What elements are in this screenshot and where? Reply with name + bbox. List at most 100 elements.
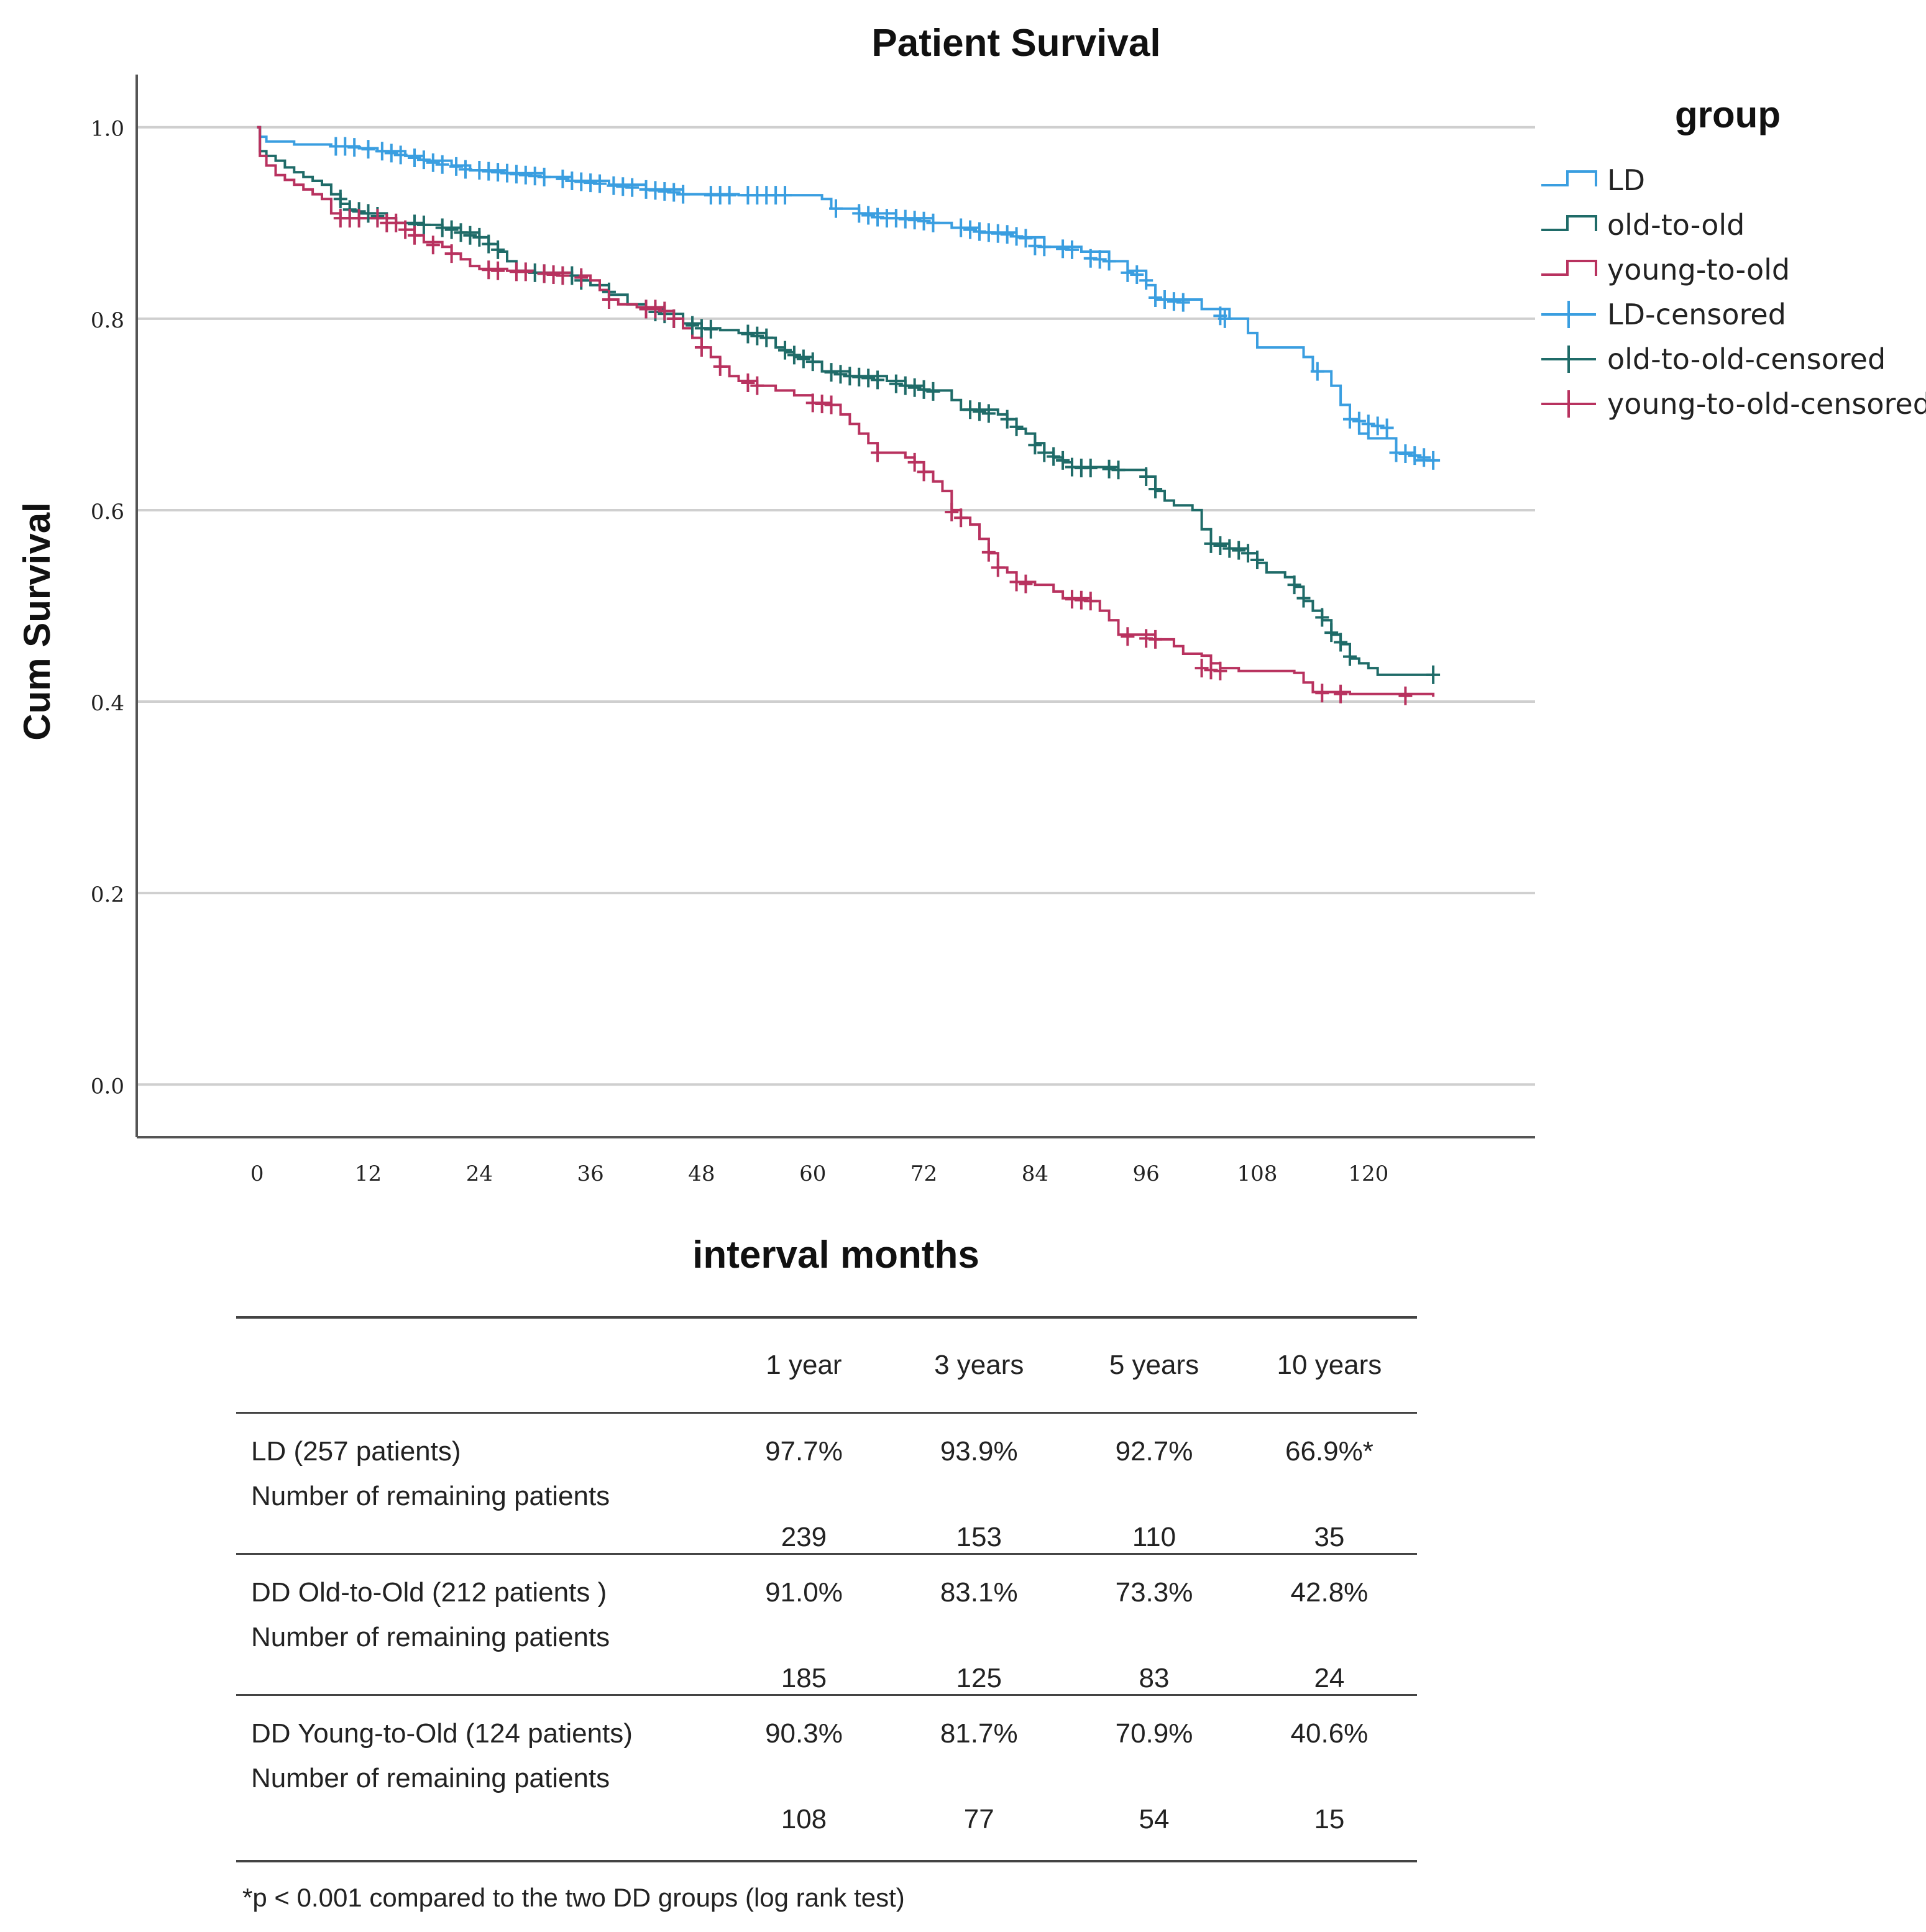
censor-mark-old-to-old: [1149, 480, 1163, 499]
censor-mark-old-to-old: [787, 346, 801, 365]
x-tick-labels: 0 12 24 36 48 60 72 84 96 108 120: [250, 1161, 1388, 1186]
y-tick-labels: 0.0 0.2 0.4 0.6 0.8 1.0: [91, 117, 124, 1099]
censor-marks: [329, 137, 1441, 705]
censor-mark-LD: [1361, 414, 1375, 434]
censor-mark-old-to-old: [963, 400, 978, 419]
x-tick-label: 120: [1348, 1161, 1388, 1186]
censor-mark-LD: [963, 220, 978, 239]
censor-mark-LD: [361, 140, 375, 159]
remaining-count: 185: [781, 1663, 827, 1693]
legend-label: old-to-old-censored: [1607, 342, 1886, 376]
survival-value: 81.7%: [940, 1718, 1018, 1749]
censor-mark-old-to-old: [1287, 575, 1301, 595]
legend-swatch: [1541, 346, 1596, 373]
table-row: LD (257 patients) 97.7% 93.9% 92.7% 66.9…: [236, 1412, 1417, 1468]
table-header-cell: 3 years: [934, 1350, 1024, 1380]
censor-mark-young-to-old: [917, 462, 931, 482]
x-tick-label: 36: [577, 1161, 603, 1186]
censor-mark-young-to-old: [741, 373, 755, 393]
table-header-row: 1 year 3 years 5 years 10 years: [236, 1317, 1417, 1413]
censor-mark-old-to-old: [482, 234, 496, 254]
censor-mark-young-to-old: [398, 220, 413, 239]
chart-title: Patient Survival: [871, 22, 1160, 65]
censor-mark-young-to-old: [444, 244, 459, 263]
censor-mark-old-to-old: [917, 380, 931, 399]
censor-mark-LD: [1121, 263, 1135, 282]
legend-swatch: [1541, 215, 1597, 231]
censor-mark-LD: [917, 211, 931, 231]
axes: [135, 75, 1535, 1138]
censor-mark-old-to-old: [1241, 544, 1255, 563]
censor-mark-young-to-old: [574, 268, 589, 287]
censor-mark-LD: [1093, 250, 1107, 269]
censor-mark-old-to-old: [1250, 551, 1264, 570]
censor-mark-LD: [1218, 309, 1232, 328]
survival-value: 93.9%: [940, 1436, 1018, 1467]
censor-mark-old-to-old: [1334, 633, 1348, 652]
table-header-cell: 1 year: [766, 1350, 842, 1380]
censor-mark-old-to-old: [463, 226, 477, 245]
legend-swatch: [1541, 170, 1597, 186]
censor-mark-old-to-old: [472, 227, 487, 247]
survival-value: 40.6%: [1290, 1718, 1369, 1749]
remaining-count: 153: [956, 1522, 1002, 1552]
censor-mark-old-to-old: [444, 220, 459, 239]
censor-mark-LD: [1398, 444, 1413, 464]
censor-mark-LD: [1157, 290, 1172, 309]
legend-swatch: [1541, 301, 1596, 328]
x-tick-label: 108: [1237, 1161, 1278, 1186]
survival-value: 92.7%: [1115, 1436, 1193, 1467]
censor-mark-old-to-old: [1028, 436, 1042, 455]
censor-mark-old-to-old: [361, 204, 375, 223]
censor-mark-LD: [1019, 229, 1033, 248]
censor-mark-LD: [1139, 271, 1153, 290]
censor-mark-LD: [1310, 362, 1324, 381]
censor-mark-LD: [676, 185, 690, 204]
censor-mark-young-to-old: [408, 226, 422, 245]
censor-mark-old-to-old: [1139, 467, 1153, 487]
censor-mark-young-to-old: [907, 452, 922, 472]
y-tick-label: 0.8: [91, 308, 124, 333]
censor-mark-LD: [1342, 410, 1357, 429]
censor-mark-old-to-old: [1426, 665, 1441, 684]
censor-mark-old-to-old: [1056, 451, 1070, 470]
gridlines: [137, 126, 1535, 1086]
censor-mark-old-to-old: [741, 324, 755, 344]
censor-mark-LD: [1149, 288, 1163, 307]
censor-mark-old-to-old: [1296, 588, 1311, 608]
group-label: DD Young-to-Old (124 patients): [251, 1718, 633, 1749]
censor-mark-LD: [829, 199, 843, 218]
survival-value: 91.0%: [765, 1577, 843, 1608]
table-row: Number of remaining patients 185 125 83 …: [236, 1608, 1417, 1695]
remaining-label: Number of remaining patients: [251, 1622, 610, 1652]
censor-mark-young-to-old: [491, 261, 505, 280]
censor-mark-LD: [1065, 240, 1079, 259]
censor-mark-LD: [556, 169, 570, 188]
table-header-cell: 5 years: [1109, 1350, 1199, 1380]
censor-mark-old-to-old: [1315, 608, 1329, 627]
censor-mark-LD: [1176, 293, 1190, 312]
legend-swatch: [1541, 390, 1596, 418]
censor-mark-old-to-old: [1009, 417, 1024, 436]
table-header-cell: 10 years: [1277, 1350, 1382, 1380]
censor-mark-LD: [954, 218, 968, 237]
legend-label: old-to-old: [1607, 208, 1745, 242]
x-tick-label: 24: [466, 1161, 493, 1186]
y-tick-label: 1.0: [91, 117, 124, 142]
censor-mark-LD: [1352, 411, 1366, 431]
censor-mark-old-to-old: [454, 223, 468, 242]
censor-mark-old-to-old: [1232, 541, 1246, 560]
censor-mark-young-to-old: [1213, 661, 1227, 680]
censor-mark-LD: [1130, 265, 1144, 284]
remaining-label: Number of remaining patients: [251, 1481, 610, 1511]
legend-label: LD: [1607, 163, 1645, 197]
table-row: DD Young-to-Old (124 patients) 90.3% 81.…: [236, 1695, 1417, 1750]
censor-mark-old-to-old: [1342, 647, 1357, 666]
censor-mark-old-to-old: [1204, 534, 1218, 553]
censor-mark-LD: [416, 150, 431, 170]
remaining-count: 15: [1314, 1804, 1345, 1834]
censor-mark-LD: [852, 204, 866, 223]
censor-mark-young-to-old: [954, 508, 968, 528]
censor-mark-old-to-old: [926, 382, 940, 401]
footnote: *p < 0.001 compared to the two DD groups…: [242, 1883, 905, 1912]
